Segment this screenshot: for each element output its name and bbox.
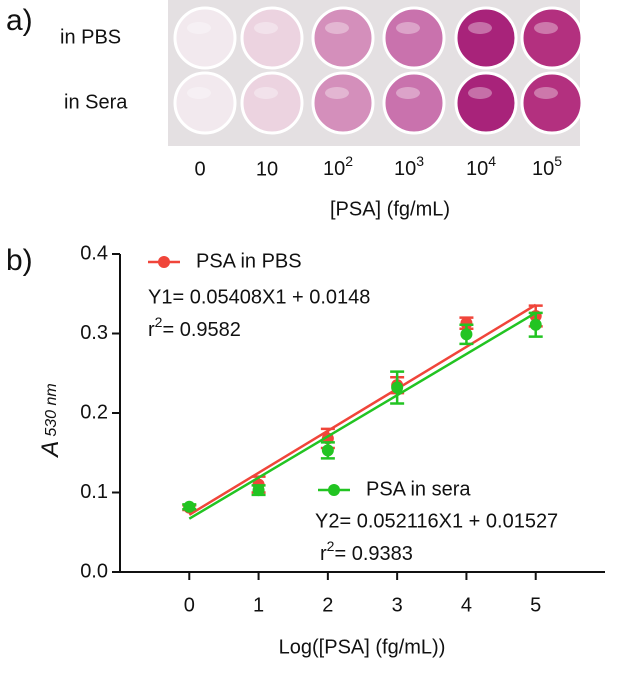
column-label: 103 (394, 153, 424, 181)
well (382, 71, 446, 135)
well-highlight (187, 22, 211, 34)
r-squared-rest: = 0.9582 (162, 319, 240, 341)
well (311, 6, 375, 70)
legend-label: PSA in PBS (196, 250, 302, 272)
column-label-sup: 4 (488, 153, 496, 169)
panel-label: a) (6, 4, 33, 37)
well (311, 71, 375, 135)
y-tick-label: 0.4 (80, 242, 108, 264)
y-tick-label: 0.2 (80, 401, 108, 423)
r-squared-base: r (148, 319, 155, 341)
column-label-base: 10 (323, 158, 345, 180)
well (240, 71, 304, 135)
legend-marker (328, 484, 340, 496)
column-label: 102 (323, 153, 353, 181)
x-tick-label: 2 (322, 594, 333, 616)
well-highlight (396, 22, 420, 34)
y-tick-label: 0.1 (80, 481, 108, 503)
y-tick-label: 0.0 (80, 560, 108, 582)
y-label-sub: 530 nm (43, 383, 60, 436)
well (454, 6, 518, 70)
r-squared-sup: 2 (155, 314, 163, 330)
x-axis-label: [PSA] (fg/mL) (330, 198, 450, 220)
x-tick-label: 5 (530, 594, 541, 616)
legend-label: PSA in sera (366, 478, 471, 500)
r-squared-rest: = 0.9383 (334, 543, 412, 565)
well-highlight (396, 87, 420, 99)
data-point (252, 484, 265, 497)
data-point (321, 444, 334, 457)
data-point (460, 317, 473, 330)
r-squared: r2= 0.9383 (320, 538, 413, 566)
column-label-base: 10 (394, 158, 416, 180)
x-axis-label: Log([PSA] (fg/mL)) (279, 636, 446, 658)
well (240, 6, 304, 70)
column-label-sup: 2 (345, 153, 353, 169)
well-highlight (534, 22, 558, 34)
y-tick-label: 0.3 (80, 322, 108, 344)
x-tick-label: 1 (253, 594, 264, 616)
well-highlight (468, 87, 492, 99)
x-tick-label: 3 (392, 594, 403, 616)
fit-line (188, 311, 537, 520)
column-label: 105 (532, 153, 562, 181)
well (173, 6, 237, 70)
row-label: in PBS (60, 26, 121, 48)
well (520, 71, 584, 135)
well (173, 71, 237, 135)
x-tick-label: 4 (461, 594, 472, 616)
well-highlight (254, 87, 278, 99)
data-point (183, 500, 196, 513)
y-axis-label: A 530 nm (37, 383, 64, 458)
well (454, 71, 518, 135)
panel-label: b) (6, 244, 33, 277)
well-highlight (325, 22, 349, 34)
fit-line (188, 303, 537, 516)
column-label-sup: 5 (554, 153, 562, 169)
column-label: 10 (256, 158, 278, 180)
r-squared-base: r (320, 543, 327, 565)
equation: Y1= 0.05408X1 + 0.0148 (148, 286, 370, 308)
column-label: 104 (466, 153, 496, 181)
x-tick-label: 0 (184, 594, 195, 616)
legend-marker (158, 256, 170, 268)
column-label-sup: 3 (416, 153, 424, 169)
r-squared-sup: 2 (327, 538, 335, 554)
well-highlight (187, 87, 211, 99)
well-highlight (325, 87, 349, 99)
column-label: 0 (194, 158, 205, 180)
data-point (391, 381, 404, 394)
well-highlight (254, 22, 278, 34)
equation: Y2= 0.052116X1 + 0.01527 (315, 510, 558, 532)
column-label-base: 10 (532, 158, 554, 180)
column-label-base: 10 (466, 158, 488, 180)
well-highlight (534, 87, 558, 99)
data-point (529, 318, 542, 331)
well (520, 6, 584, 70)
well (382, 6, 446, 70)
row-label: in Sera (64, 91, 128, 113)
well-highlight (468, 22, 492, 34)
r-squared: r2= 0.9582 (148, 314, 241, 342)
data-point (460, 328, 473, 341)
y-label-main: A (37, 441, 64, 459)
